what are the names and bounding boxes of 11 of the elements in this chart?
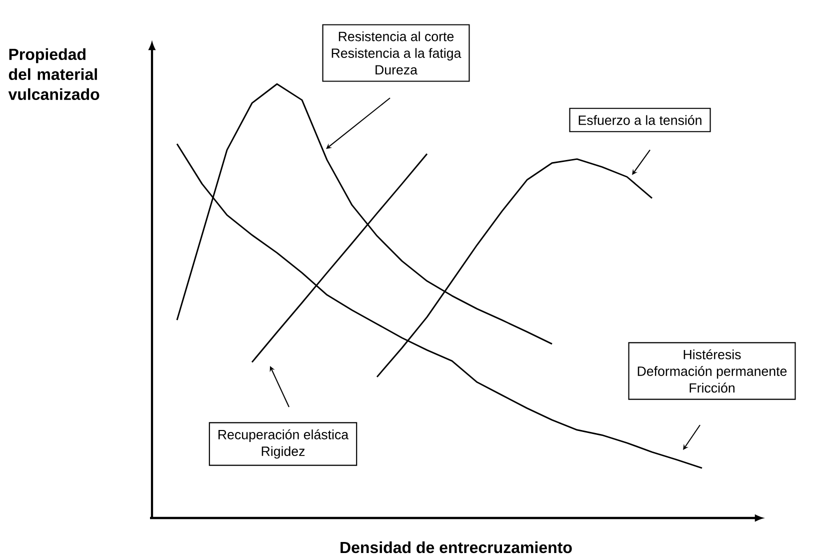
annotation: Recuperación elástica xyxy=(218,429,349,442)
annotation: Rigidez xyxy=(262,446,305,459)
annotation: Esfuerzo a la tensión xyxy=(578,115,702,125)
text: Resistencia a la fatiga xyxy=(332,48,462,61)
y-axis-title: Propiedad del material vulcanizado xyxy=(8,48,100,100)
text: Resistencia al corte xyxy=(338,31,454,42)
annotation: Histéresis xyxy=(684,349,741,360)
annotation: Fricción xyxy=(690,382,734,393)
annotation: Deformación permanente xyxy=(638,366,787,379)
x-axis-title: Densidad de entrecruzamiento xyxy=(340,541,572,554)
text: Dureza xyxy=(376,65,418,75)
